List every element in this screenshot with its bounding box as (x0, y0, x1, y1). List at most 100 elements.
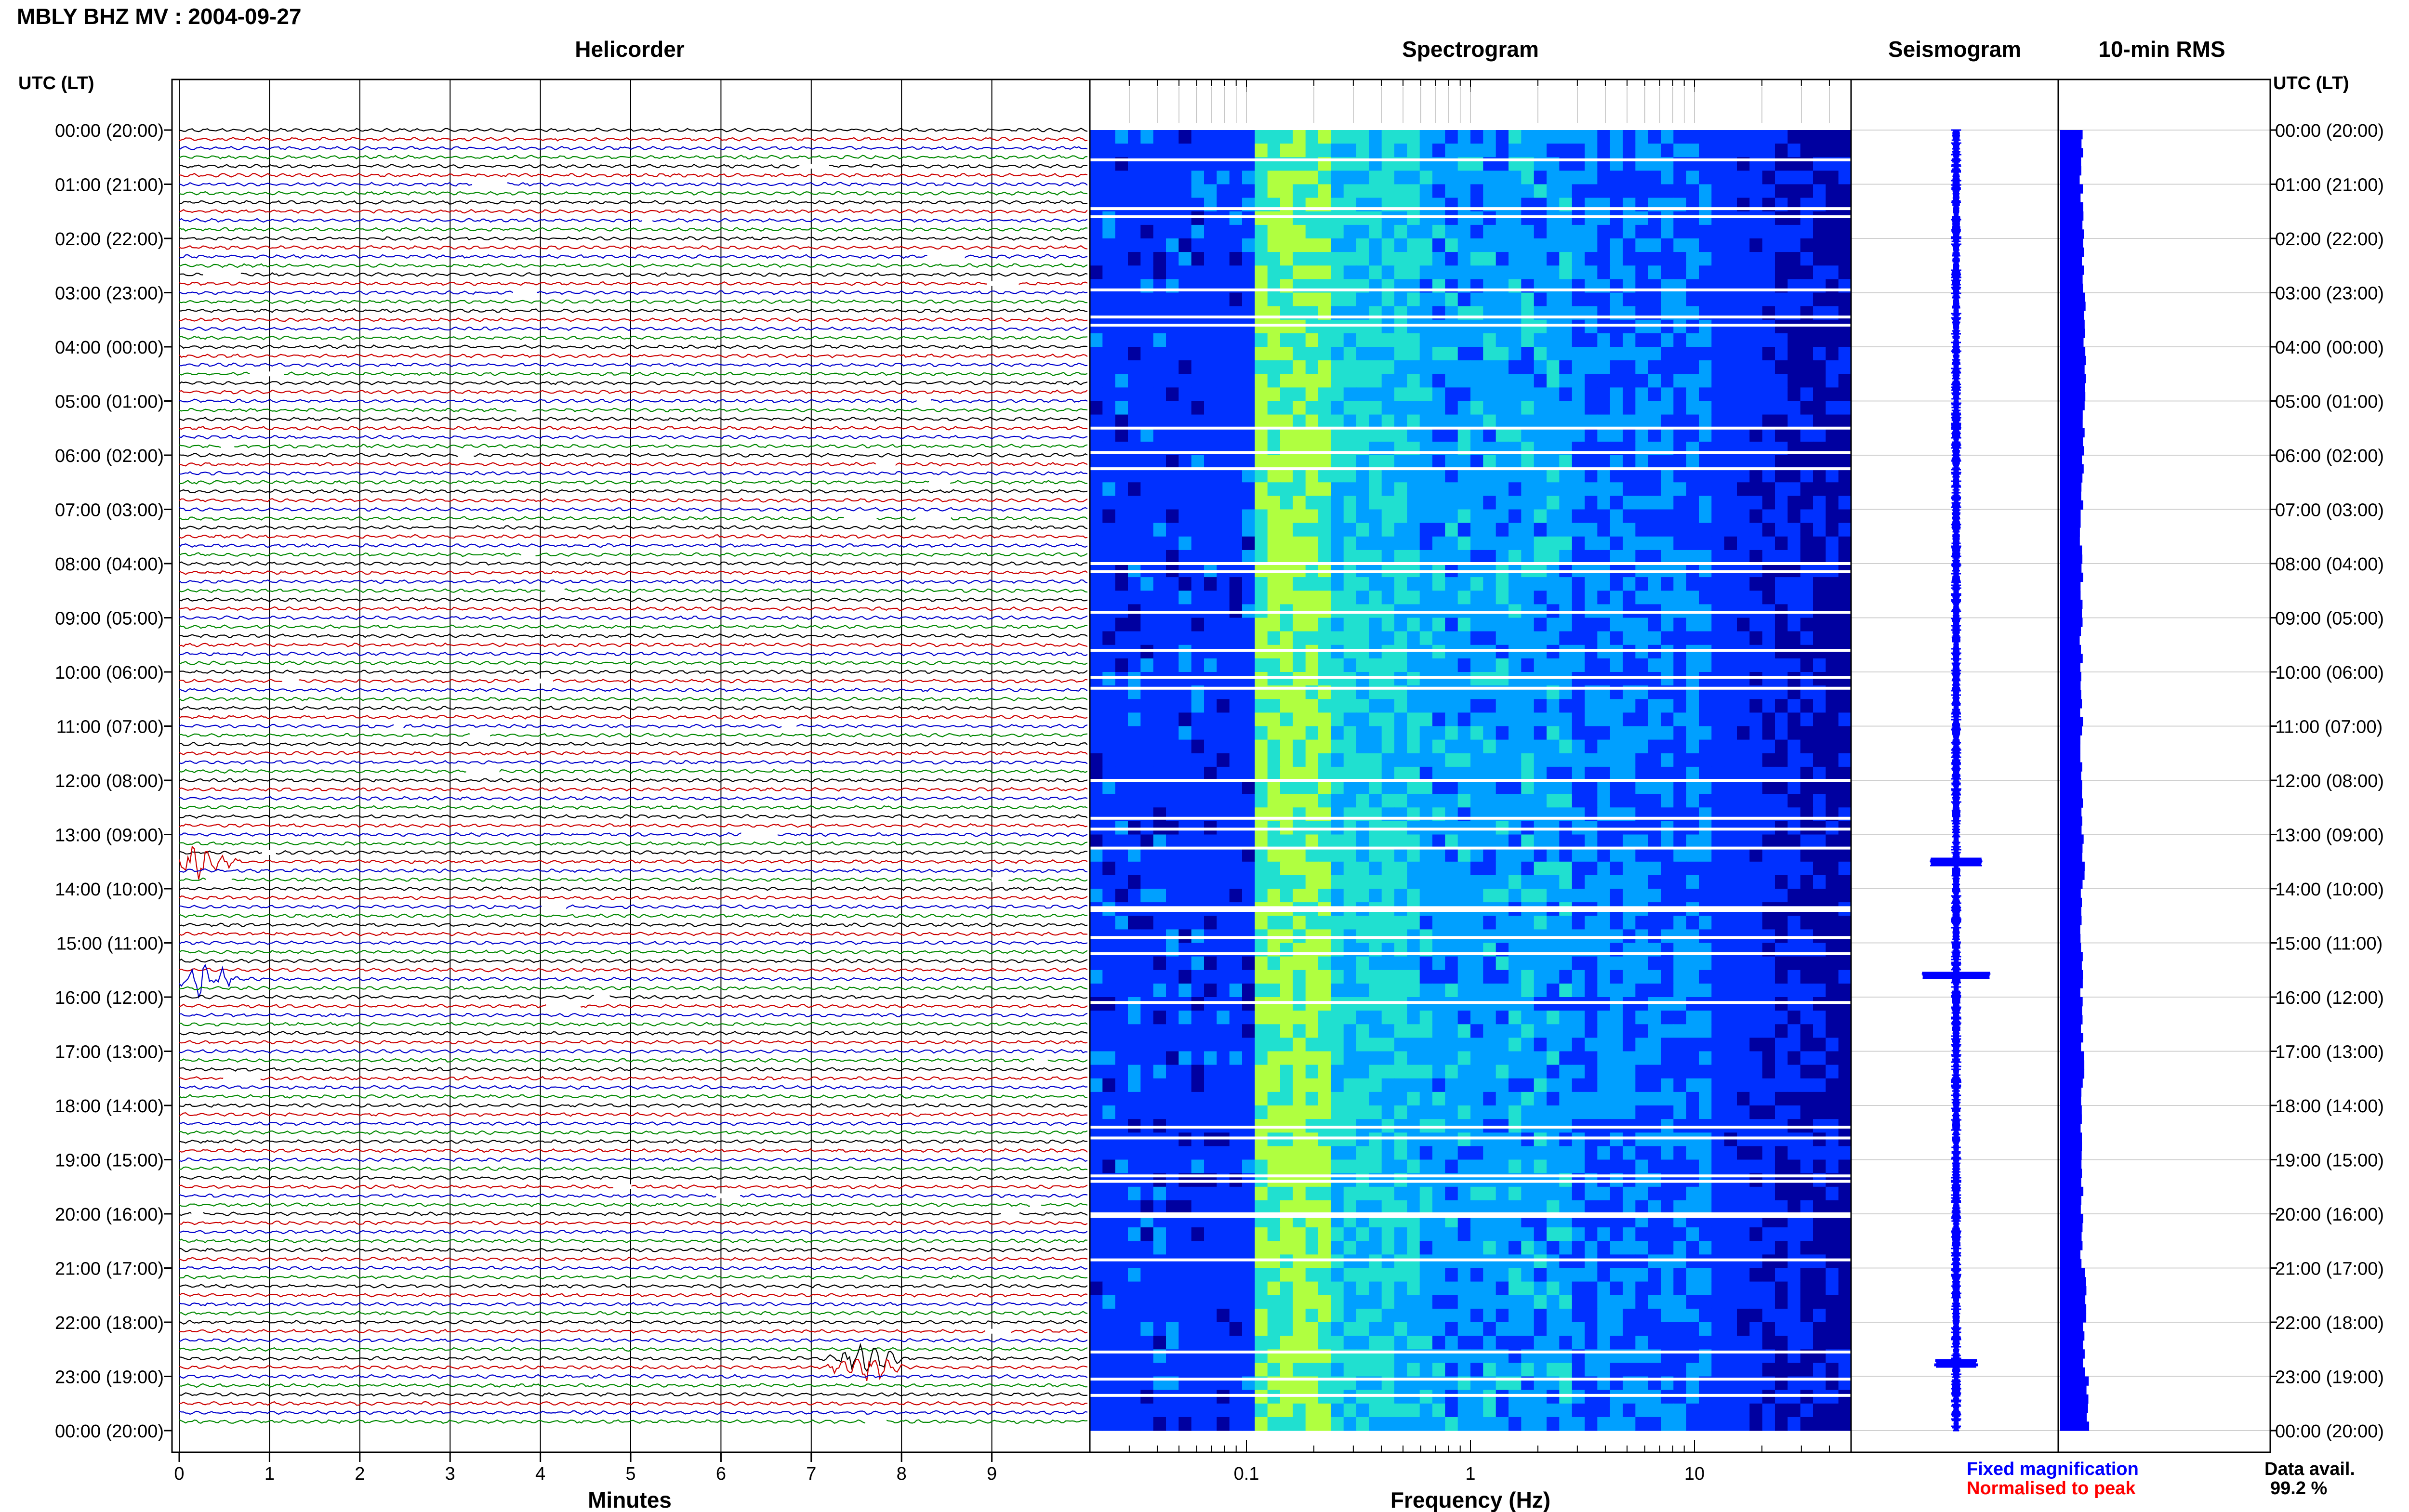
spectrogram-cell (1090, 1065, 1103, 1079)
spectrogram-cell (1547, 712, 1560, 727)
spectrogram-cell (1407, 292, 1420, 307)
spectrogram-cell (1496, 496, 1509, 510)
spectrogram-cell (1381, 333, 1395, 347)
spectrogram-cell (1242, 1038, 1256, 1052)
time-label-right: 14:00 (10:00) (2275, 880, 2384, 900)
spectrogram-cell (1394, 1132, 1408, 1146)
spectrogram-cell (1483, 916, 1496, 930)
spectrogram-cell (1826, 347, 1839, 361)
spectrogram-cell (1242, 509, 1256, 524)
spectrogram-cell (1255, 618, 1268, 632)
spectrogram-cell (1673, 523, 1687, 537)
spectrogram-cell (1178, 171, 1192, 185)
spectrogram-cell (1229, 184, 1243, 198)
spectrogram-cell (1331, 428, 1344, 442)
spectrogram-cell (1280, 333, 1294, 347)
spectrogram-cell (1509, 333, 1522, 347)
spectrogram-cell (1140, 753, 1154, 767)
spectrogram-cell (1267, 455, 1281, 469)
spectrogram-cell (1737, 753, 1750, 767)
spectrogram-cell (1318, 265, 1332, 279)
spectrogram-cell (1267, 861, 1281, 876)
spectrogram-cell (1102, 333, 1116, 347)
spectrogram-cell (1115, 848, 1128, 862)
spectrogram-cell (1838, 387, 1852, 402)
spectrogram-cell (1547, 265, 1560, 279)
spectrogram-cell (1813, 469, 1827, 483)
spectrogram-cell (1559, 753, 1573, 767)
spectrogram-cell (1356, 171, 1370, 185)
spectrogram-cell (1394, 144, 1408, 158)
spectrogram-cell (1547, 1038, 1560, 1052)
spectrogram-cell (1445, 319, 1458, 334)
spectrogram-cell (1597, 509, 1611, 524)
spectrogram-cell (1838, 1105, 1852, 1119)
spectrogram-cell (1572, 766, 1585, 781)
spectrogram-cell (1267, 1159, 1281, 1174)
spectrogram-cell (1509, 861, 1522, 876)
spectrogram-cell (1648, 455, 1661, 469)
time-label-left: 16:00 (12:00) (55, 988, 164, 1008)
spectrogram-cell (1432, 1051, 1446, 1065)
spectrogram-cell (1381, 889, 1395, 903)
spectrogram-cell (1559, 171, 1573, 185)
spectrogram-cell (1724, 970, 1737, 984)
spectrogram-cell (1445, 1132, 1458, 1146)
spectrogram-cell (1521, 631, 1535, 645)
spectrogram-cell (1585, 861, 1598, 876)
spectrogram-cell (1128, 1078, 1141, 1092)
spectrogram-cell (1204, 672, 1218, 686)
spectrogram-cell (1242, 1091, 1256, 1106)
spectrogram-cell (1762, 848, 1775, 862)
helicorder-trace (179, 963, 1087, 999)
spectrogram-cell (1737, 387, 1750, 402)
spectrogram-cell (1711, 1146, 1725, 1160)
spectrogram-cell (1699, 509, 1712, 524)
spectrogram-cell (1521, 265, 1535, 279)
spectrogram-cell (1597, 144, 1611, 158)
spectrogram-cell (1166, 916, 1179, 930)
spectrogram-cell (1521, 469, 1535, 483)
spectrogram-cell (1217, 265, 1230, 279)
spectrogram-cell (1419, 496, 1433, 510)
spectrogram-cell (1369, 1011, 1382, 1025)
spectrogram-cell (1572, 374, 1585, 388)
spectrogram-cell (1534, 184, 1547, 198)
spectrogram-cell (1572, 496, 1585, 510)
spectrogram-cell (1610, 1011, 1623, 1025)
spectrogram-cell (1407, 618, 1420, 632)
spectrogram-cell (1787, 1065, 1801, 1079)
spectrogram-cell (1826, 780, 1839, 794)
spectrogram-cell (1496, 333, 1509, 347)
spectrogram-cell (1343, 672, 1357, 686)
spectrogram-cell (1204, 591, 1218, 605)
spectrogram-cell (1813, 780, 1827, 794)
spectrogram-cell (1699, 428, 1712, 442)
spectrogram-cell (1445, 184, 1458, 198)
spectrogram-cell (1648, 482, 1661, 496)
spectrogram-cell (1800, 292, 1813, 307)
spectrogram-cell (1699, 834, 1712, 849)
spectrogram-cell (1813, 658, 1827, 672)
spectrogram-cell (1826, 1051, 1839, 1065)
spectrogram-cell (1775, 631, 1788, 645)
spectrogram-cell (1610, 211, 1623, 225)
spectrogram-cell (1267, 401, 1281, 415)
spectrogram-cell (1140, 428, 1154, 442)
spectrogram-cell (1128, 347, 1141, 361)
spectrogram-cell (1153, 848, 1166, 862)
spectrogram-cell (1255, 455, 1268, 469)
helicorder-x-label: Minutes (588, 1487, 672, 1512)
spectrogram-cell (1204, 794, 1218, 808)
spectrogram-cell (1166, 644, 1179, 659)
spectrogram-cell (1699, 631, 1712, 645)
spectrogram-cell (1305, 496, 1319, 510)
spectrogram-cell (1331, 252, 1344, 266)
time-label-left: 20:00 (16:00) (55, 1205, 164, 1225)
spectrogram-cell (1838, 374, 1852, 388)
spectrogram-cell (1838, 469, 1852, 483)
spectrogram-cell (1381, 591, 1395, 605)
spectrogram-cell (1826, 699, 1839, 713)
spectrogram-cell (1673, 631, 1687, 645)
spectrogram-cell (1432, 753, 1446, 767)
